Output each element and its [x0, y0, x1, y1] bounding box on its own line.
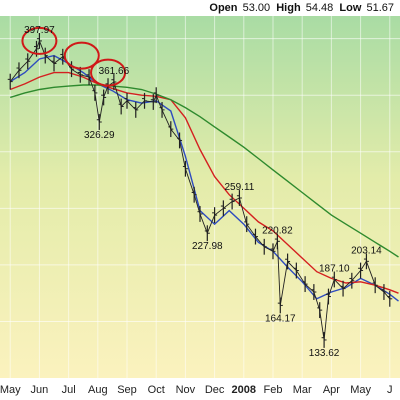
- price-label: 227.98: [192, 241, 223, 252]
- x-tick-label: Oct: [148, 384, 165, 396]
- moving-average-line-3: [9, 84, 399, 258]
- price-label: 164.17: [265, 313, 296, 324]
- price-label: 361.66: [99, 66, 130, 77]
- x-tick-label: May: [350, 384, 371, 396]
- open-value: 53.00: [242, 2, 271, 14]
- price-label: 187.10: [319, 263, 350, 274]
- plot-background: [0, 16, 400, 378]
- high-circle-3: [90, 58, 127, 87]
- x-tick-label: Jun: [31, 384, 49, 396]
- x-tick-label: Apr: [323, 384, 340, 396]
- low-label: Low: [339, 2, 362, 14]
- x-tick-label: Jul: [62, 384, 76, 396]
- quote-bar: Open 53.00 High 54.48 Low 51.67: [209, 2, 394, 14]
- x-tick-label: Sep: [117, 384, 137, 396]
- low-value: 51.67: [366, 2, 394, 14]
- price-label: 397.97: [24, 25, 55, 36]
- high-circle-1: [21, 26, 58, 55]
- price-label: 133.62: [309, 348, 340, 359]
- high-circle-2: [63, 41, 100, 70]
- price-label: 259.11: [224, 182, 254, 193]
- high-label: High: [276, 2, 301, 14]
- x-tick-label: Dec: [205, 384, 225, 396]
- x-tick-label: Mar: [293, 384, 312, 396]
- x-tick-label: Feb: [264, 384, 283, 396]
- x-tick-label: Aug: [88, 384, 108, 396]
- price-label: 326.29: [84, 130, 115, 141]
- high-value: 54.48: [305, 2, 334, 14]
- price-line: [9, 39, 391, 341]
- x-tick-label: J: [387, 384, 393, 396]
- x-tick-label: Nov: [176, 384, 196, 396]
- x-tick-label: May: [0, 384, 21, 396]
- price-label: 220.82: [262, 225, 293, 236]
- moving-average-line-2: [9, 71, 399, 294]
- open-label: Open: [209, 2, 238, 14]
- x-tick-label: 2008: [232, 384, 256, 396]
- price-label: 203.14: [351, 245, 382, 256]
